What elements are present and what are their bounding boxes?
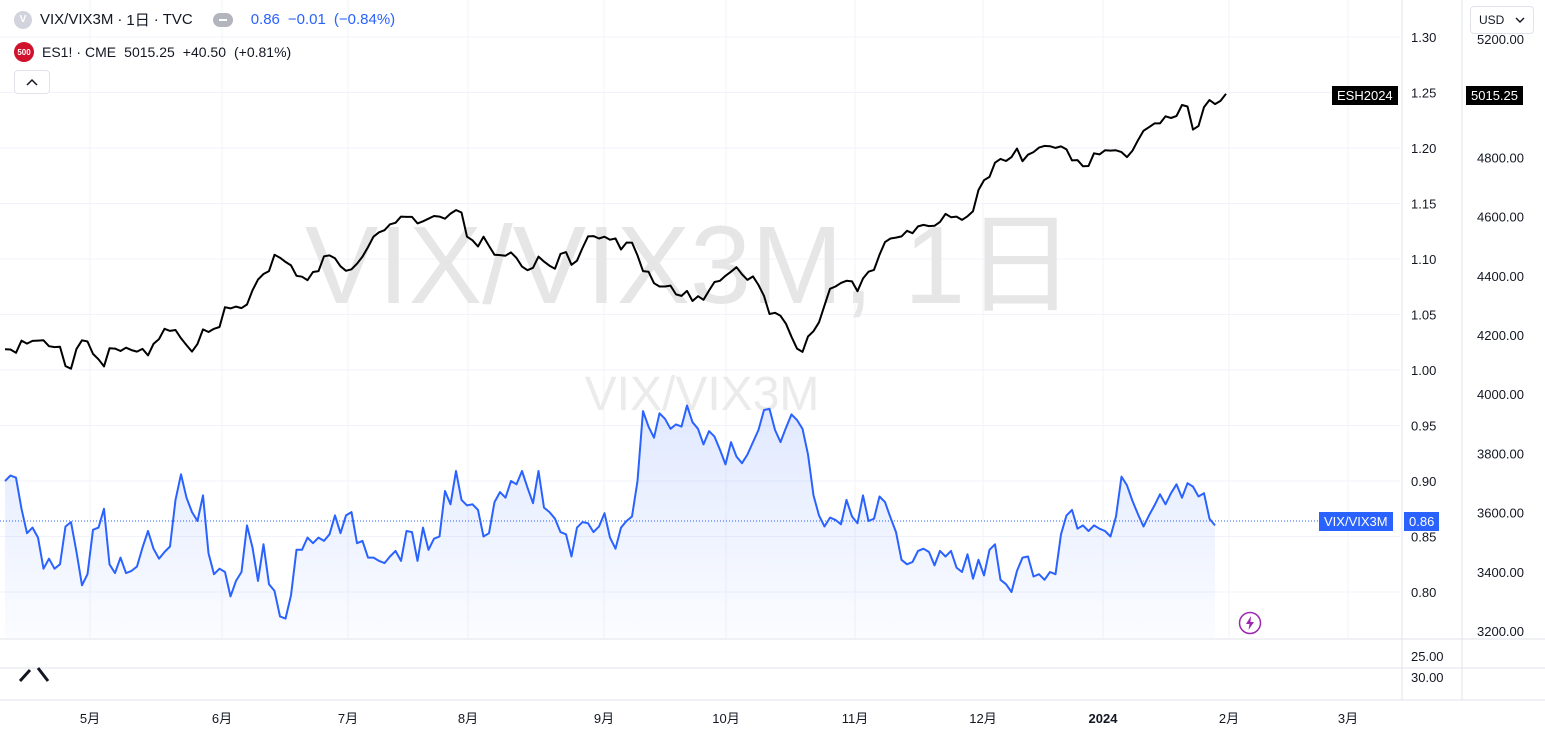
x-axis-tick: 12月 (969, 711, 996, 726)
x-axis-tick: 9月 (594, 711, 614, 726)
vix-series-line[interactable] (4, 404, 1216, 620)
right-axis-tick: 3400.00 (1477, 565, 1524, 580)
compare-series-legend[interactable]: 500 ES1! · CME 5015.25 +40.50 (+0.81%) (14, 42, 299, 62)
separator-dot: · (117, 11, 123, 28)
chevron-up-icon (26, 78, 38, 86)
right-axis-tick: 4600.00 (1477, 210, 1524, 225)
es-series-line[interactable] (4, 93, 1227, 370)
left-axis-tick: 1.00 (1411, 363, 1436, 378)
lower-pane: 25.00 30.00 (18, 649, 1444, 685)
hide-series-icon[interactable] (212, 12, 233, 27)
x-axis-tick: 3月 (1338, 711, 1358, 726)
left-axis-tick: 0.95 (1411, 419, 1436, 434)
left-axis-tick: 0.80 (1411, 585, 1436, 600)
watermark-small: VIX/VIX3M (585, 368, 820, 421)
right-axis-tick: 3800.00 (1477, 446, 1524, 461)
vix-price-tag: 0.86 (1404, 512, 1440, 531)
lower-pane-tick: 25.00 (1411, 649, 1444, 664)
main-exchange: TVC (162, 11, 193, 28)
main-symbol[interactable]: VIX/VIX3M (40, 11, 114, 28)
x-axis-tick: 2024 (1089, 711, 1119, 726)
chevron-down-icon (1515, 17, 1525, 23)
main-change: −0.01 (287, 11, 326, 28)
lightning-icon[interactable] (1238, 611, 1262, 635)
right-axis-tick: 4200.00 (1477, 328, 1524, 343)
left-axis-tick: 0.90 (1411, 474, 1436, 489)
right-axis-tick: 4400.00 (1477, 269, 1524, 284)
compare-value: 5015.25 (124, 44, 175, 60)
collapse-legend-button[interactable] (14, 70, 50, 94)
left-axis-tick: 0.85 (1411, 530, 1436, 545)
left-axis-tick: 1.15 (1411, 197, 1436, 212)
watermark: VIX/VIX3M, 1日 VIX/VIX3M (305, 204, 1075, 421)
x-axis-tick: 8月 (458, 711, 478, 726)
right-axis-tick: 4000.00 (1477, 387, 1524, 402)
left-axis-tick: 1.25 (1411, 86, 1436, 101)
lower-pane-series-fragment (18, 667, 50, 683)
separator-dot: · (153, 11, 159, 28)
x-axis-tick: 5月 (80, 711, 100, 726)
currency-selector[interactable]: USD (1470, 6, 1534, 34)
es-logo-icon: 500 (14, 42, 34, 62)
right-axis-tick: 5200.00 (1477, 32, 1524, 47)
compare-change-pct: (+0.81%) (233, 44, 292, 60)
compare-change: +40.50 (182, 44, 226, 60)
x-axis-tick: 7月 (338, 711, 358, 726)
x-axis-tick: 10月 (712, 711, 739, 726)
x-axis-tick: 6月 (212, 711, 232, 726)
series-lines (4, 93, 1227, 620)
left-axis-tick: 1.20 (1411, 141, 1436, 156)
es-symbol-tag: ESH2024 (1332, 86, 1398, 105)
x-axis-tick: 11月 (842, 711, 869, 726)
vix-area (5, 405, 1215, 638)
vix-area-fill (5, 405, 1215, 638)
separator-dot: · (76, 44, 82, 60)
symbol-logo-icon: V (14, 10, 32, 29)
lower-pane-tick: 30.00 (1411, 670, 1444, 685)
compare-symbol[interactable]: ES1! (42, 44, 73, 60)
main-series-legend[interactable]: V VIX/VIX3M · 1日 · TVC 0.86 −0.01 (−0.84… (14, 9, 403, 30)
x-axis-tick: 2月 (1219, 711, 1239, 726)
watermark-big: VIX/VIX3M, 1日 (305, 204, 1075, 327)
main-interval: 1日 (126, 12, 150, 29)
compare-exchange: CME (85, 44, 117, 60)
es-price-tag: 5015.25 (1466, 86, 1523, 105)
left-axis-tick: 1.05 (1411, 308, 1436, 323)
right-axis-tick: 3200.00 (1477, 624, 1524, 639)
main-value: 0.86 (250, 11, 280, 28)
right-axis-tick: 4800.00 (1477, 150, 1524, 165)
right-axis-tick: 3600.00 (1477, 506, 1524, 521)
currency-label: USD (1479, 13, 1505, 27)
left-axis-tick: 1.30 (1411, 30, 1436, 45)
main-change-pct: (−0.84%) (333, 11, 396, 28)
left-axis-tick: 1.10 (1411, 252, 1436, 267)
vix-symbol-tag: VIX/VIX3M (1319, 512, 1393, 531)
